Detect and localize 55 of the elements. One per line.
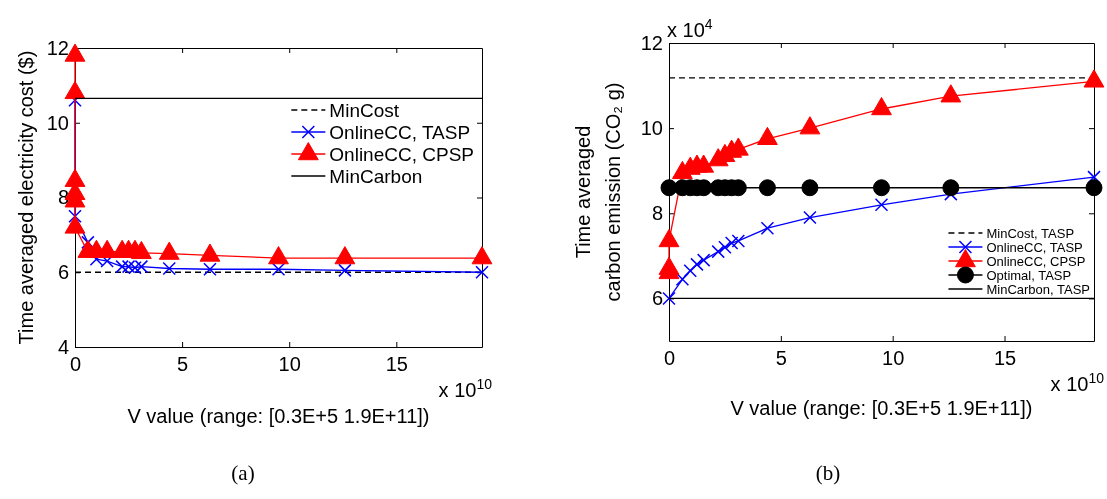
point [711,244,725,259]
point [757,126,778,146]
y-tick-label: 8 [651,202,663,225]
point [803,210,817,225]
point [1085,179,1103,197]
legend-label: Optimal, TASP [986,267,1072,283]
point [696,253,711,267]
x-tick-label: 5 [775,347,787,370]
legend-label: OnlineCC, CPSP [329,143,474,165]
x-tick-label: 10 [278,353,301,376]
y-tick-label: 10 [640,117,663,140]
legend-label: OnlineCC, CPSP [986,253,1086,269]
y-tick-label: 6 [651,287,663,310]
point [1083,69,1105,88]
point [760,221,775,235]
point [718,240,732,255]
y-tick-label: 6 [57,261,69,284]
point [758,179,776,197]
point [871,97,892,116]
x-tick-label: 5 [177,353,189,376]
y-tick-label: 12 [46,36,69,59]
point [873,179,890,197]
point [675,272,690,287]
y-tick-label: 10 [46,111,69,134]
legend-label: OnlineCC, TASP [329,121,471,143]
point [942,179,960,197]
point [683,264,697,278]
point [799,116,821,135]
x-tick-label: 0 [663,347,676,370]
y-axis-title: Time averaged electricity cost ($) [15,50,37,345]
text: x 10$^{4}$ [667,16,713,41]
text: (b) [815,461,841,485]
point [801,179,819,197]
x-tick-label: 15 [993,347,1017,370]
y-tick-label: 12 [640,31,663,54]
x-axis-title: V value (range: [0.3E+5 1.9E+11]) [730,397,1033,419]
x-tick-label: 10 [882,347,905,370]
point [662,291,676,306]
point [690,257,704,272]
legend-label: OnlineCC, TASP [986,239,1083,255]
x-tick-label: 0 [69,353,82,376]
point [874,198,889,212]
text: x 10$^{10}$ [438,376,493,401]
point [940,84,962,103]
text: (a) [231,461,255,485]
x-axis-title: V value (range: [0.3E+5 1.9E+11]) [127,405,430,427]
y-tick-label: 4 [57,335,69,358]
legend-label: MinCost [329,99,400,121]
point [731,234,746,248]
legend-label: MinCarbon [329,165,423,187]
legend-label: MinCost, TASP [986,225,1075,241]
point [724,236,739,250]
text: x 10$^{10}$ [1050,370,1105,395]
x-tick-label: 15 [385,353,408,376]
y-axis-title: Time averaged carbon emission (CO₂ g) [572,82,624,302]
